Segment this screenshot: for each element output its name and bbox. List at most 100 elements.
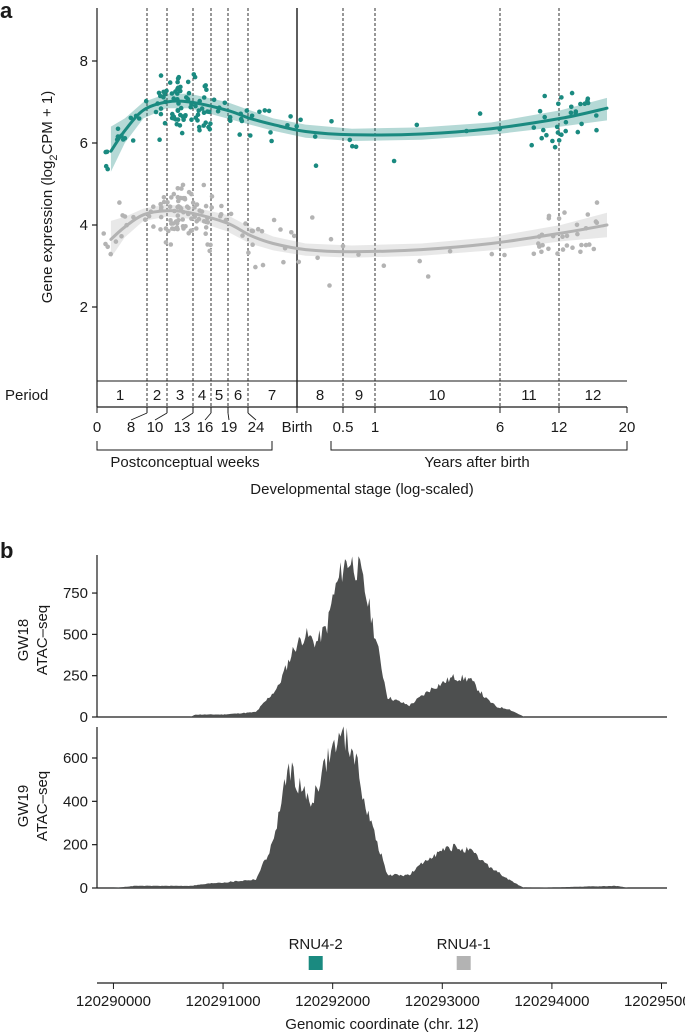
point-rnu4-2 bbox=[550, 138, 555, 144]
point-rnu4-2 bbox=[173, 89, 178, 94]
point-rnu4-2 bbox=[594, 127, 599, 133]
point-rnu4-1 bbox=[180, 217, 185, 222]
years-tick-label: 20 bbox=[619, 419, 636, 436]
years-tick-label: 1 bbox=[371, 419, 379, 436]
track-y-tick-label: 400 bbox=[63, 793, 88, 810]
years-tick-label: 6 bbox=[496, 419, 504, 436]
birth-tick-label: Birth bbox=[282, 419, 313, 436]
point-rnu4-2 bbox=[211, 97, 217, 103]
y-tick-label: 4 bbox=[80, 217, 88, 234]
point-rnu4-2 bbox=[414, 122, 420, 128]
point-rnu4-2 bbox=[353, 144, 359, 150]
point-rnu4-1 bbox=[101, 231, 106, 236]
point-rnu4-1 bbox=[169, 195, 174, 200]
point-rnu4-2 bbox=[542, 93, 547, 99]
point-rnu4-1 bbox=[536, 241, 541, 246]
point-rnu4-2 bbox=[573, 109, 579, 114]
point-rnu4-1 bbox=[207, 248, 212, 254]
point-rnu4-1 bbox=[173, 219, 179, 224]
point-rnu4-1 bbox=[564, 243, 570, 248]
point-rnu4-2 bbox=[529, 142, 534, 148]
point-rnu4-2 bbox=[563, 119, 569, 125]
weeks-tick-label: 13 bbox=[174, 419, 191, 436]
weeks-title: Postconceptual weeks bbox=[110, 454, 259, 471]
genomic-x-tick-label: 120292000 bbox=[295, 993, 370, 1010]
point-rnu4-1 bbox=[169, 226, 175, 231]
point-rnu4-1 bbox=[189, 191, 194, 197]
point-rnu4-1 bbox=[315, 255, 320, 261]
point-rnu4-2 bbox=[164, 88, 169, 94]
point-rnu4-2 bbox=[167, 80, 173, 85]
point-rnu4-2 bbox=[237, 132, 242, 137]
fit-curve-rnu4-2 bbox=[109, 99, 609, 153]
point-rnu4-2 bbox=[585, 96, 591, 101]
point-rnu4-2 bbox=[178, 105, 184, 111]
point-rnu4-1 bbox=[186, 231, 191, 236]
point-rnu4-1 bbox=[356, 252, 361, 257]
panel-a-y-axis: 246810 bbox=[80, 8, 98, 407]
point-rnu4-1 bbox=[167, 204, 173, 209]
point-rnu4-1 bbox=[175, 186, 181, 191]
point-rnu4-1 bbox=[161, 199, 167, 205]
point-rnu4-1 bbox=[209, 194, 215, 199]
track-y-tick-label: 0 bbox=[80, 880, 88, 897]
point-rnu4-1 bbox=[182, 196, 188, 202]
point-rnu4-1 bbox=[142, 217, 148, 222]
point-rnu4-1 bbox=[243, 221, 248, 226]
point-rnu4-1 bbox=[578, 249, 583, 255]
point-rnu4-1 bbox=[176, 198, 181, 204]
point-rnu4-2 bbox=[185, 79, 191, 85]
point-rnu4-2 bbox=[312, 134, 318, 139]
point-rnu4-1 bbox=[574, 222, 580, 228]
point-rnu4-1 bbox=[425, 274, 431, 279]
point-rnu4-2 bbox=[541, 127, 546, 133]
years-bracket bbox=[330, 441, 628, 451]
point-rnu4-2 bbox=[266, 108, 272, 114]
point-rnu4-1 bbox=[564, 233, 570, 239]
point-rnu4-1 bbox=[180, 182, 186, 188]
point-rnu4-1 bbox=[203, 231, 208, 236]
period-label: 3 bbox=[176, 387, 184, 404]
point-rnu4-2 bbox=[238, 116, 244, 122]
panel-label-b: b bbox=[0, 538, 13, 563]
period-labels: 1 2 3 4 5 6 7 8 9 10 11 12 bbox=[116, 387, 602, 404]
point-rnu4-2 bbox=[199, 106, 205, 111]
years-tick-label: 12 bbox=[551, 419, 568, 436]
weeks-bracket bbox=[96, 441, 273, 451]
point-rnu4-2 bbox=[193, 115, 199, 120]
point-rnu4-1 bbox=[255, 226, 261, 232]
point-rnu4-1 bbox=[175, 226, 180, 232]
point-rnu4-2 bbox=[244, 108, 250, 113]
point-rnu4-2 bbox=[248, 133, 253, 138]
y-tick-label: 8 bbox=[80, 53, 88, 70]
point-rnu4-2 bbox=[227, 114, 233, 120]
point-rnu4-1 bbox=[218, 212, 224, 217]
point-rnu4-1 bbox=[194, 226, 199, 231]
point-rnu4-1 bbox=[201, 219, 207, 224]
point-rnu4-2 bbox=[192, 74, 198, 80]
point-rnu4-2 bbox=[143, 98, 149, 104]
point-rnu4-2 bbox=[184, 95, 189, 100]
point-rnu4-2 bbox=[347, 137, 353, 143]
point-rnu4-2 bbox=[257, 109, 262, 115]
panel-a-ylabel-sub: 2 bbox=[48, 155, 60, 161]
point-rnu4-1 bbox=[203, 203, 209, 209]
point-rnu4-2 bbox=[174, 121, 180, 127]
point-rnu4-1 bbox=[192, 205, 197, 210]
point-rnu4-1 bbox=[594, 200, 600, 205]
point-rnu4-2 bbox=[128, 115, 134, 121]
point-rnu4-1 bbox=[228, 211, 234, 217]
point-rnu4-1 bbox=[189, 216, 194, 221]
point-rnu4-2 bbox=[208, 121, 213, 126]
point-rnu4-2 bbox=[568, 110, 574, 116]
point-rnu4-1 bbox=[489, 251, 495, 257]
point-rnu4-2 bbox=[158, 111, 164, 117]
point-rnu4-1 bbox=[117, 200, 122, 205]
point-rnu4-1 bbox=[108, 251, 113, 257]
period-label: 1 bbox=[116, 387, 124, 404]
point-rnu4-2 bbox=[104, 149, 110, 155]
panel-b-x-ticks: 120290000 120291000 120292000 120293000 1202… bbox=[76, 983, 685, 1010]
coverage-area-gw19 bbox=[113, 726, 629, 888]
point-rnu4-1 bbox=[146, 213, 152, 219]
point-rnu4-1 bbox=[165, 200, 170, 205]
